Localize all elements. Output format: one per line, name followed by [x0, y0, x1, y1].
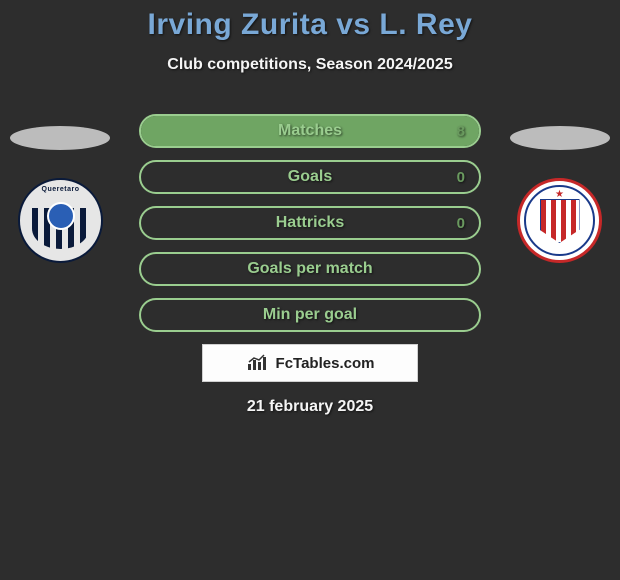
- queretaro-badge-icon: Queretaro: [18, 178, 103, 263]
- stat-label: Hattricks: [276, 214, 344, 232]
- badge-text: Queretaro: [42, 186, 80, 193]
- watermark-text: FcTables.com: [276, 355, 375, 372]
- page-title: Irving Zurita vs L. Rey: [0, 8, 620, 42]
- stat-value-right: 0: [457, 215, 465, 232]
- stat-label: Goals per match: [247, 260, 372, 278]
- stats-panel: Matches 8 Goals 0 Hattricks 0 Goals per …: [139, 114, 481, 332]
- stat-label: Matches: [278, 122, 342, 140]
- watermark: FcTables.com: [202, 344, 418, 382]
- stat-label: Min per goal: [263, 306, 357, 324]
- team-badge-left: Queretaro: [18, 178, 103, 263]
- player-marker-left: [10, 126, 110, 150]
- stat-row-goals: Goals 0: [139, 160, 481, 194]
- date-label: 21 february 2025: [0, 398, 620, 416]
- subtitle: Club competitions, Season 2024/2025: [0, 56, 620, 74]
- stat-row-min-per-goal: Min per goal: [139, 298, 481, 332]
- team-badge-right: ★: [517, 178, 602, 263]
- chivas-badge-icon: ★: [517, 178, 602, 263]
- stat-value-right: 0: [457, 169, 465, 186]
- stat-value-right: 8: [457, 123, 465, 140]
- chart-icon: [246, 354, 270, 372]
- player-marker-right: [510, 126, 610, 150]
- stat-row-hattricks: Hattricks 0: [139, 206, 481, 240]
- stat-row-matches: Matches 8: [139, 114, 481, 148]
- stat-row-goals-per-match: Goals per match: [139, 252, 481, 286]
- stat-label: Goals: [288, 168, 332, 186]
